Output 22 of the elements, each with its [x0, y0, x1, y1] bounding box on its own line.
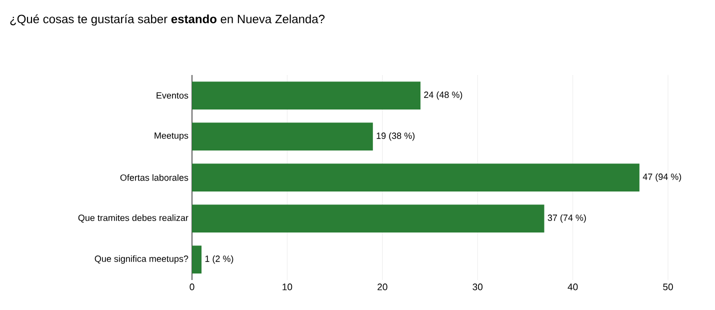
bar: [192, 164, 640, 192]
y-tick-label: Que tramites debes realizar: [78, 214, 188, 223]
bar: [192, 204, 544, 232]
bar: [192, 82, 420, 110]
data-label: 47 (94 %): [642, 173, 682, 182]
x-tick-label: 20: [378, 284, 388, 290]
x-tick-label: 0: [190, 284, 194, 290]
bar: [192, 246, 202, 274]
x-tick-label: 40: [568, 284, 578, 290]
x-tick-label: 30: [472, 284, 483, 290]
chart-title: ¿Qué cosas te gustaría saber estando en Nueva Zelanda?: [10, 14, 325, 26]
y-tick-label: Ofertas laborales: [120, 174, 188, 181]
bar: [192, 122, 373, 150]
y-tick-label: Eventos: [156, 92, 188, 99]
y-tick-label: Que significa meetups?: [94, 255, 188, 264]
data-label: 1 (2 %): [205, 255, 234, 264]
y-tick-label: Meetups: [154, 132, 188, 141]
data-label: 24 (48 %): [424, 91, 462, 100]
data-label: 19 (38 %): [376, 132, 415, 141]
data-label: 37 (74 %): [548, 214, 586, 223]
x-tick-label: 50: [663, 284, 673, 290]
x-tick-label: 10: [282, 284, 292, 290]
